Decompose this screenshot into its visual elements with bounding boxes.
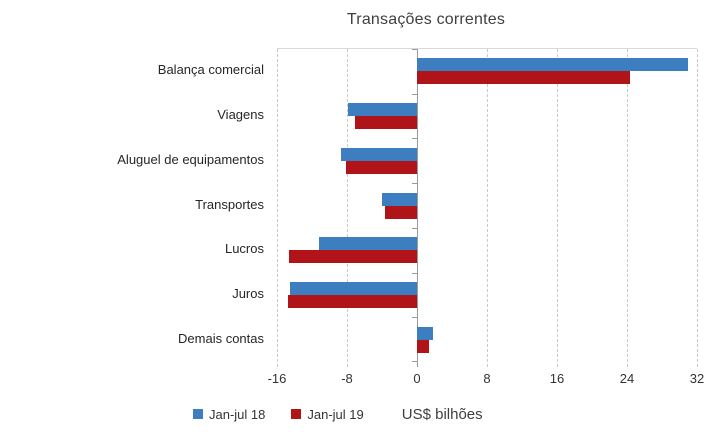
category-label-balanca-comercial: Balança comercial xyxy=(157,62,264,78)
bar-jan-jul-18-juros xyxy=(290,281,417,295)
gridline-x-8 xyxy=(487,49,488,367)
legend-label-jan-jul-18: Jan-jul 18 xyxy=(209,406,266,422)
legend: Jan-jul 18 Jan-jul 19 US$ bilhões xyxy=(193,403,483,425)
axis-unit-label: US$ bilhões xyxy=(401,405,483,423)
bar-jan-jul-18-lucros xyxy=(319,237,417,251)
legend-swatch-red-icon xyxy=(291,409,302,419)
x-tick-label-16: 16 xyxy=(549,371,565,386)
legend-swatch-blue-icon xyxy=(193,409,203,419)
x-tick-label--8: -8 xyxy=(341,371,353,386)
category-axis-tick xyxy=(412,94,417,95)
plot-area xyxy=(277,48,698,367)
x-tick-label-0: 0 xyxy=(413,371,421,386)
bar-jan-jul-18-aluguel-de-equipamentos xyxy=(340,147,417,161)
bar-jan-jul-18-viagens xyxy=(347,103,417,117)
category-label-viagens: Viagens xyxy=(217,107,264,123)
gridline-x--8 xyxy=(347,49,348,367)
chart-title: Transações correntes xyxy=(346,11,506,28)
gridline-x-16 xyxy=(557,49,558,367)
category-axis-tick xyxy=(412,317,417,318)
gridline-x-32 xyxy=(697,49,698,367)
bar-jan-jul-19-viagens xyxy=(354,116,417,130)
x-tick-label-8: 8 xyxy=(483,371,491,386)
x-tick-label-24: 24 xyxy=(619,371,635,386)
category-label-lucros: Lucros xyxy=(224,241,264,257)
category-axis-tick xyxy=(412,361,417,362)
x-tick-label-32: 32 xyxy=(689,371,705,386)
gridline-x-24 xyxy=(627,49,628,367)
bar-jan-jul-19-demais-contas xyxy=(417,339,430,353)
category-label-juros: Juros xyxy=(232,285,264,301)
x-axis-tick-0 xyxy=(417,362,418,367)
zero-axis-line xyxy=(417,49,418,362)
category-label-demais-contas: Demais contas xyxy=(178,330,264,346)
category-axis-tick xyxy=(412,183,417,184)
x-tick-label--16: -16 xyxy=(267,371,287,386)
category-axis-tick xyxy=(412,273,417,274)
category-label-transportes: Transportes xyxy=(195,196,264,212)
bar-jan-jul-18-demais-contas xyxy=(417,326,433,340)
legend-label-jan-jul-19: Jan-jul 19 xyxy=(307,406,364,422)
category-axis-tick xyxy=(412,228,417,229)
bar-jan-jul-18-balanca-comercial xyxy=(417,58,689,72)
bar-jan-jul-19-transportes xyxy=(384,205,417,219)
bar-jan-jul-19-balanca-comercial xyxy=(417,71,630,85)
category-axis-tick xyxy=(412,138,417,139)
legend-item-jan-jul-19: Jan-jul 19 xyxy=(291,406,364,422)
bar-jan-jul-19-aluguel-de-equipamentos xyxy=(346,160,417,174)
bar-jan-jul-19-juros xyxy=(287,294,417,308)
bar-jan-jul-18-transportes xyxy=(382,192,417,206)
legend-item-jan-jul-18: Jan-jul 18 xyxy=(193,407,265,422)
gridline-x--16 xyxy=(277,49,278,367)
bar-jan-jul-19-lucros xyxy=(289,250,417,264)
category-axis-tick xyxy=(412,49,417,50)
category-label-aluguel-de-equipamentos: Aluguel de equipamentos xyxy=(117,151,264,167)
